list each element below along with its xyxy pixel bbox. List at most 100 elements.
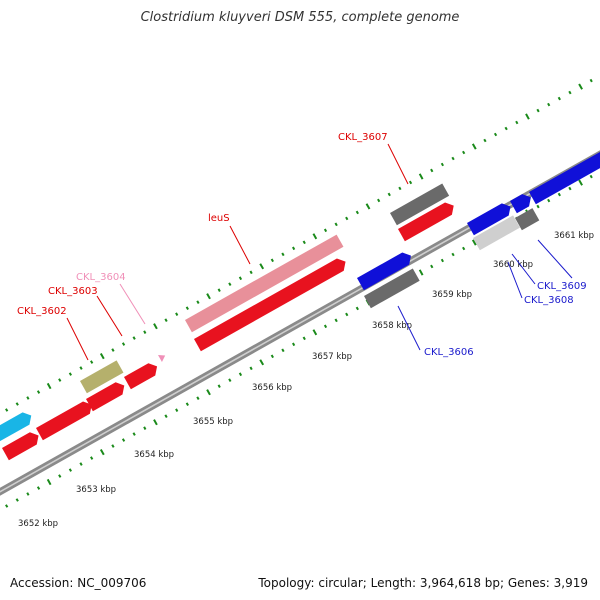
- tick-mark-upper: [164, 318, 168, 322]
- tick-mark-lower: [143, 426, 147, 430]
- gene-leuS-pink[interactable]: [185, 234, 344, 333]
- label-leuS[interactable]: leuS: [208, 213, 230, 224]
- tick-mark-upper: [493, 132, 498, 137]
- tick-mark-lower: [292, 342, 296, 347]
- kbp-label-3655: 3655 kbp: [193, 417, 233, 427]
- tick-mark-upper: [578, 83, 583, 90]
- gene-red-5[interactable]: [194, 256, 349, 352]
- gene-red-2[interactable]: [36, 399, 95, 441]
- kbp-label-3656: 3656 kbp: [252, 383, 292, 393]
- tick-mark-upper: [504, 126, 508, 131]
- tick-mark-lower: [471, 239, 477, 246]
- tick-mark-lower: [345, 312, 349, 317]
- tick-mark-lower: [451, 252, 455, 257]
- tick-mark-lower: [440, 258, 444, 263]
- label-ckl-3609[interactable]: CKL_3609: [537, 281, 587, 292]
- tick-mark-upper: [175, 312, 179, 316]
- tick-mark-lower: [26, 492, 30, 496]
- gene-lightgray[interactable]: [473, 215, 520, 251]
- gene-blue-3[interactable]: [529, 149, 600, 205]
- tick-mark-lower: [323, 324, 328, 329]
- gene-pink-small[interactable]: [158, 352, 167, 362]
- tick-mark-lower: [355, 306, 359, 311]
- kbp-label-3652: 3652 kbp: [18, 519, 58, 529]
- gene-labels: CKL_3602 CKL_3603 CKL_3604 leuS CKL_3607…: [17, 132, 587, 358]
- tick-mark-lower: [568, 186, 572, 191]
- tick-mark-upper: [68, 372, 72, 376]
- tick-mark-lower: [557, 192, 561, 197]
- gene-blue-3606[interactable]: [357, 250, 414, 291]
- tick-mark-upper: [365, 203, 371, 210]
- tick-mark-lower: [536, 204, 540, 209]
- kbp-label-3653: 3653 kbp: [76, 485, 116, 495]
- tick-mark-upper: [249, 270, 253, 275]
- gene-blue-1[interactable]: [467, 200, 514, 236]
- label-ckl-3602[interactable]: CKL_3602: [17, 306, 67, 317]
- genome-backbone: [0, 150, 600, 496]
- tick-mark-lower: [589, 174, 593, 179]
- tick-mark-upper: [451, 156, 455, 161]
- tick-mark-upper: [418, 173, 424, 180]
- kbp-scale: 3652 kbp 3653 kbp 3654 kbp 3655 kbp 3656…: [18, 231, 594, 529]
- tick-mark-lower: [334, 318, 338, 323]
- gene-darkgray-right[interactable]: [515, 208, 540, 231]
- kbp-label-3658: 3658 kbp: [372, 321, 412, 331]
- tick-mark-upper: [334, 222, 338, 227]
- tick-mark-lower: [270, 354, 274, 359]
- gene-olive[interactable]: [80, 360, 124, 394]
- leader-lines: [66, 143, 573, 361]
- gene-gray-3607[interactable]: [390, 183, 450, 226]
- gene-gray-lower[interactable]: [364, 268, 420, 309]
- tick-mark-upper: [355, 210, 359, 215]
- genes-reverse: [357, 149, 600, 309]
- tick-mark-upper: [302, 240, 306, 245]
- tick-mark-lower: [430, 264, 434, 269]
- tick-mark-upper: [121, 342, 126, 346]
- label-ckl-3607[interactable]: CKL_3607: [338, 132, 388, 143]
- tick-mark-upper: [515, 120, 519, 125]
- tick-mark-lower: [15, 498, 19, 502]
- tick-mark-lower: [5, 504, 9, 508]
- tick-mark-lower: [153, 419, 158, 426]
- gene-blue-2[interactable]: [510, 191, 534, 214]
- kbp-label-3657: 3657 kbp: [312, 352, 352, 362]
- tick-mark-upper: [228, 282, 232, 286]
- tick-mark-upper: [46, 382, 52, 390]
- tick-mark-upper: [153, 323, 158, 330]
- tick-mark-lower: [281, 348, 285, 353]
- gene-red-3[interactable]: [86, 379, 128, 412]
- kbp-label-3660: 3660 kbp: [493, 260, 533, 270]
- label-ckl-3603[interactable]: CKL_3603: [48, 286, 98, 297]
- tick-mark-upper: [440, 162, 444, 167]
- tick-mark-lower: [238, 372, 243, 377]
- tick-mark-upper: [471, 143, 477, 150]
- tick-mark-lower: [90, 456, 94, 460]
- tick-mark-upper: [462, 150, 466, 155]
- label-ckl-3606[interactable]: CKL_3606: [424, 347, 474, 358]
- tick-mark-upper: [15, 402, 19, 406]
- genome-summary-text: Topology: circular; Length: 3,964,618 bp…: [258, 576, 588, 590]
- gene-cyan[interactable]: [0, 409, 35, 446]
- gene-red-6[interactable]: [398, 200, 457, 242]
- tick-mark-upper: [483, 138, 487, 143]
- tick-mark-upper: [132, 336, 136, 340]
- tick-mark-lower: [46, 478, 52, 486]
- tick-mark-lower: [132, 432, 136, 436]
- tick-mark-upper: [430, 168, 434, 173]
- tick-mark-upper: [345, 216, 349, 221]
- label-ckl-3604[interactable]: CKL_3604: [76, 272, 126, 283]
- gene-red-1[interactable]: [2, 429, 42, 461]
- tick-mark-lower: [175, 408, 179, 412]
- tick-mark-lower: [418, 269, 424, 276]
- tick-mark-lower: [302, 336, 306, 341]
- kbp-label-3654: 3654 kbp: [134, 450, 174, 460]
- tick-mark-upper: [217, 288, 221, 292]
- tick-mark-upper: [26, 396, 30, 400]
- tick-mark-upper: [99, 353, 105, 360]
- tick-mark-upper: [525, 113, 530, 120]
- gene-red-4[interactable]: [124, 360, 160, 390]
- label-ckl-3608[interactable]: CKL_3608: [524, 295, 574, 306]
- tick-mark-lower: [79, 462, 83, 466]
- tick-mark-upper: [143, 330, 147, 334]
